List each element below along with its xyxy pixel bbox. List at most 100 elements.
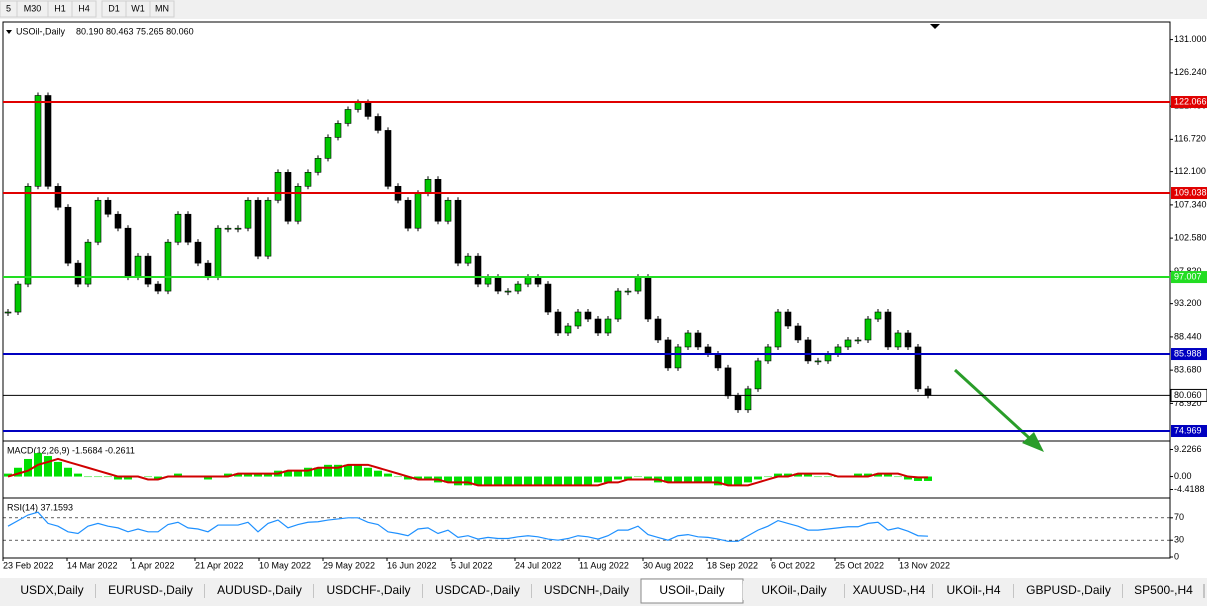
candle xyxy=(574,311,582,327)
tab-background[interactable] xyxy=(1123,581,1204,600)
candle xyxy=(64,206,72,264)
candle xyxy=(834,346,842,355)
candle xyxy=(904,332,912,348)
tab[interactable]: EURUSD-,Daily xyxy=(96,581,206,600)
candle xyxy=(324,137,332,159)
macd-bar xyxy=(874,473,882,477)
macd-bar xyxy=(924,476,932,481)
tab-label[interactable]: XAUUSD-,H4 xyxy=(853,583,926,597)
candle xyxy=(374,116,382,131)
timeframe-label[interactable]: H4 xyxy=(78,3,90,13)
candle xyxy=(454,199,462,264)
macd-bar xyxy=(304,467,312,477)
candle xyxy=(354,102,362,110)
ohlc: 80.190 80.463 75.265 80.060 xyxy=(76,26,194,36)
tab[interactable]: AUDUSD-,Daily xyxy=(205,581,315,600)
x-tick-label: 5 Jul 2022 xyxy=(451,560,493,570)
candle xyxy=(244,199,252,229)
macd-bar xyxy=(384,473,392,477)
y-tick-label: 131.000 xyxy=(1174,34,1207,44)
tab-label[interactable]: EURUSD-,Daily xyxy=(108,583,193,597)
candle xyxy=(634,276,642,292)
tab-label[interactable]: USDCAD-,Daily xyxy=(435,583,520,597)
macd-bar xyxy=(814,476,822,478)
price-level-label: 74.969 xyxy=(1174,425,1202,435)
timeframe-label[interactable]: D1 xyxy=(108,3,120,13)
tab-background[interactable] xyxy=(1014,581,1123,600)
candle xyxy=(864,318,872,341)
candle xyxy=(474,255,482,285)
candle xyxy=(914,346,922,390)
macd-bar xyxy=(234,473,242,477)
tab-label[interactable]: UKOil-,Daily xyxy=(761,583,826,597)
tab[interactable]: USDCHF-,Daily xyxy=(314,581,424,600)
macd-bar xyxy=(584,476,592,486)
timeframe-label[interactable]: MN xyxy=(155,3,169,13)
candle xyxy=(654,318,662,341)
candle xyxy=(584,311,592,320)
active-tab[interactable] xyxy=(640,578,744,604)
tab-background[interactable] xyxy=(423,581,532,600)
tab-label[interactable]: AUDUSD-,Daily xyxy=(217,583,302,597)
x-tick-label: 13 Nov 2022 xyxy=(899,560,950,570)
macd-bar xyxy=(374,470,382,477)
macd-bar xyxy=(554,476,562,486)
y-tick-label: 107.340 xyxy=(1174,199,1207,209)
candle xyxy=(404,199,412,229)
tab-background[interactable] xyxy=(96,581,205,600)
tab-label[interactable]: USDCHF-,Daily xyxy=(327,583,411,597)
tab-background[interactable] xyxy=(532,581,641,600)
y-tick-label: 88.440 xyxy=(1174,331,1202,341)
tab-label[interactable]: GBPUSD-,Daily xyxy=(1026,583,1111,597)
timeframe-label[interactable]: W1 xyxy=(131,3,145,13)
timeframe-label[interactable]: 5 xyxy=(6,3,11,13)
macd-bar xyxy=(664,476,672,483)
timeframe-button[interactable] xyxy=(149,0,175,18)
macd-bar xyxy=(754,476,762,480)
tab-background[interactable] xyxy=(314,581,423,600)
tab-label[interactable]: USDX,Daily xyxy=(20,583,83,597)
macd-bar xyxy=(244,473,252,477)
tab[interactable]: SP500-,H4 xyxy=(1123,581,1205,600)
tab[interactable]: USDCNH-,Daily xyxy=(532,581,642,600)
macd-bar xyxy=(424,476,432,480)
tab[interactable]: UKOil-,H4 xyxy=(933,581,1015,600)
macd-bar xyxy=(204,476,212,480)
x-tick-label: 29 May 2022 xyxy=(323,560,375,570)
tab-background[interactable] xyxy=(933,581,1014,600)
tab[interactable]: UKOil-,Daily xyxy=(743,581,846,600)
candle xyxy=(104,199,112,215)
x-tick-label: 30 Aug 2022 xyxy=(643,560,694,570)
timeframe-label[interactable]: M30 xyxy=(24,3,42,13)
tab[interactable]: USDCAD-,Daily xyxy=(423,581,533,600)
tab-background[interactable] xyxy=(743,581,845,600)
macd-bar xyxy=(864,473,872,477)
tab-background[interactable] xyxy=(845,581,933,600)
tab-label[interactable]: USDCNH-,Daily xyxy=(544,583,629,597)
timeframe-button[interactable] xyxy=(71,0,97,18)
candle xyxy=(284,172,292,222)
timeframe-label[interactable]: H1 xyxy=(54,3,66,13)
macd-bar xyxy=(414,476,422,480)
macd-bar xyxy=(104,476,112,478)
tab-background[interactable] xyxy=(205,581,314,600)
candle xyxy=(314,158,322,173)
tab[interactable]: XAUUSD-,H4 xyxy=(845,581,934,600)
tab[interactable]: USOil-,Daily xyxy=(640,578,744,604)
candle xyxy=(414,192,422,229)
candle xyxy=(924,388,932,396)
candle xyxy=(124,227,132,278)
candle xyxy=(784,311,792,327)
tab-label[interactable]: USOil-,Daily xyxy=(659,583,724,597)
candle xyxy=(804,339,812,362)
toolbar xyxy=(0,0,1207,19)
tab[interactable]: USDX,Daily xyxy=(8,581,97,600)
price-level-label: 85.988 xyxy=(1174,348,1202,358)
macd-bar xyxy=(404,476,412,480)
tab-label[interactable]: SP500-,H4 xyxy=(1134,583,1193,597)
tab-background[interactable] xyxy=(8,581,96,600)
macd-bar xyxy=(744,476,752,483)
tab[interactable]: GBPUSD-,Daily xyxy=(1014,581,1124,600)
tab-label[interactable]: UKOil-,H4 xyxy=(946,583,1000,597)
candle xyxy=(274,172,282,201)
